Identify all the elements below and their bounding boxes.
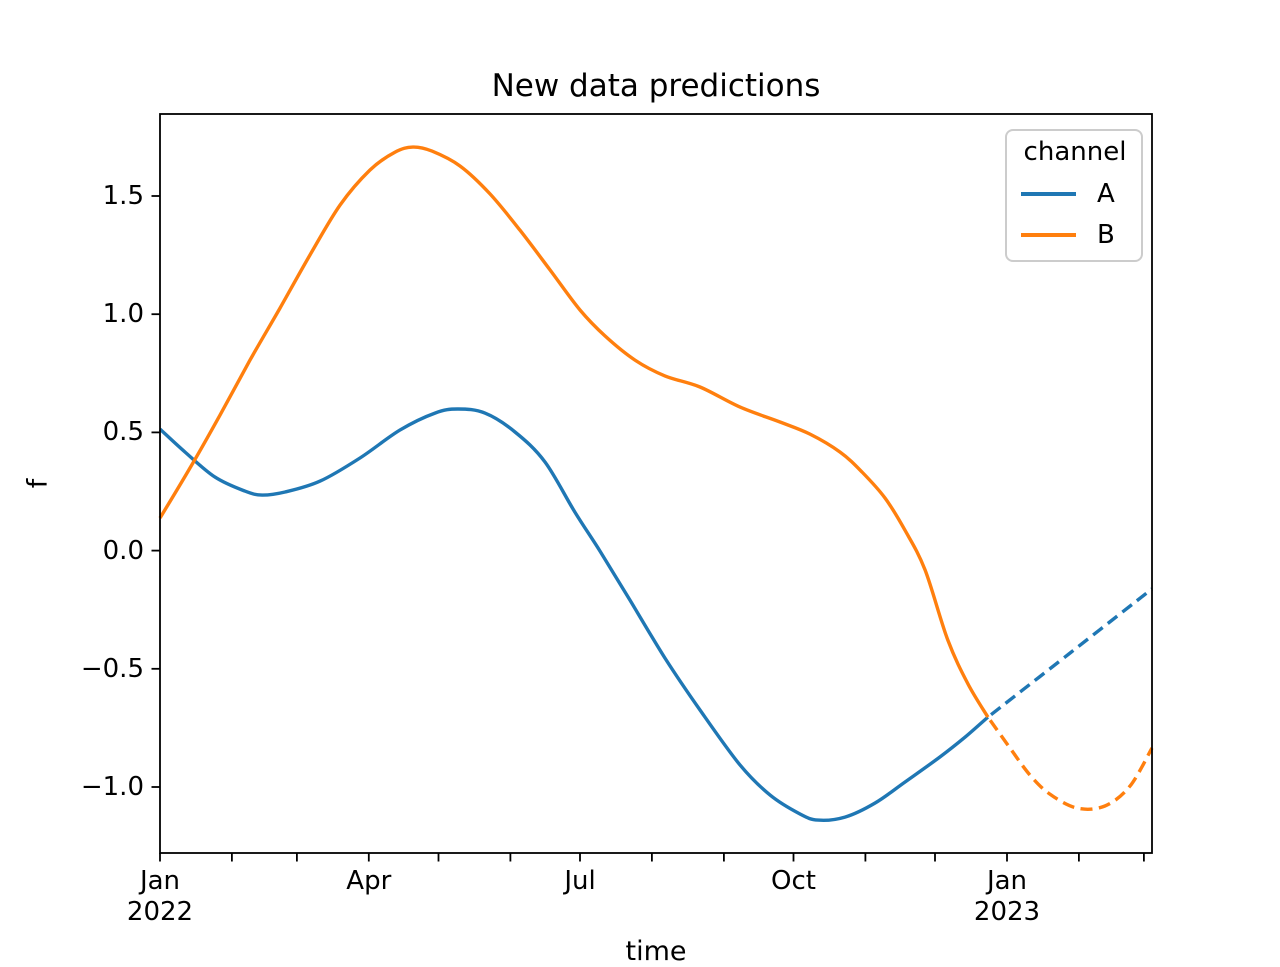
legend-title: channel	[1023, 137, 1127, 167]
plot-border	[159, 113, 1153, 854]
x-tick-year: 2023	[973, 897, 1041, 927]
legend-line-a-swatch	[1021, 192, 1076, 196]
x-tick-month: Jan	[139, 866, 181, 896]
x-tick-month: Jan	[986, 866, 1028, 896]
x-tick-month: Apr	[346, 866, 392, 896]
series-lines	[158, 145, 1154, 822]
y-tick-label: 1.5	[102, 181, 144, 211]
legend-label-b: B	[1097, 220, 1115, 250]
y-tick-label: 0.5	[102, 417, 144, 448]
series-line-a	[158, 407, 990, 822]
y-tick-label: 0.0	[102, 535, 144, 566]
y-axis-label: f	[22, 478, 54, 489]
x-tick-label: Oct	[704, 866, 884, 897]
y-tick-label: 1.0	[102, 299, 144, 330]
series-line-a-forecast	[986, 587, 1154, 719]
x-tick-month: Jul	[564, 866, 596, 896]
legend-entry-b: B	[1021, 220, 1129, 250]
legend-entry-a: A	[1021, 179, 1129, 209]
series-line-b-forecast	[986, 716, 1154, 811]
x-axis-label: time	[625, 936, 687, 967]
x-tick-month: Oct	[771, 866, 816, 896]
series-line-b	[158, 145, 990, 718]
legend: channel A B	[1005, 129, 1143, 262]
y-tick-label: −1.0	[80, 772, 144, 802]
x-tick-label: Jul	[490, 866, 670, 897]
x-tick-label: Apr	[279, 866, 459, 897]
x-tick-label: Jan 2023	[917, 866, 1097, 928]
x-tick-year: 2022	[126, 897, 194, 927]
legend-line-b-swatch	[1021, 233, 1076, 237]
chart-title: New data predictions	[491, 68, 821, 104]
legend-label-a: A	[1097, 179, 1115, 209]
y-tick-label: −0.5	[80, 653, 144, 684]
x-tick-label: Jan 2022	[70, 866, 250, 928]
axis-ticks	[151, 195, 1145, 862]
